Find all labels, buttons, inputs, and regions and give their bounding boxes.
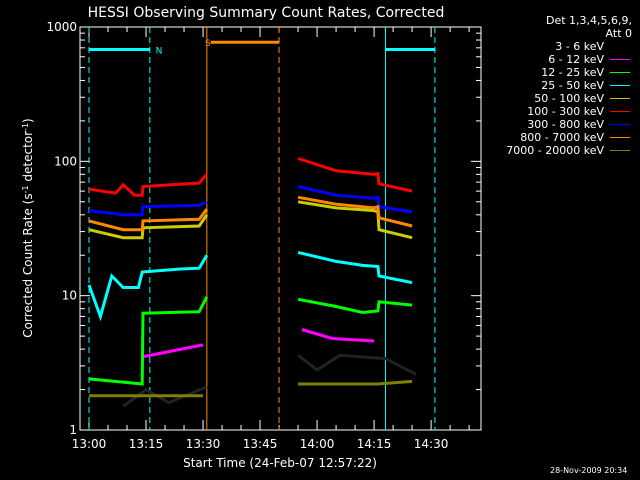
interval-label: S xyxy=(205,39,211,49)
series-line xyxy=(88,200,208,217)
y-axis-label: Corrected Count Rate (s-1 detector-1) xyxy=(21,118,36,337)
x-tick-label: 14:30 xyxy=(414,437,449,451)
legend-swatch xyxy=(610,59,630,60)
legend-label: 50 - 100 keV xyxy=(534,92,604,105)
series-line xyxy=(88,208,208,232)
legend-swatch xyxy=(610,111,630,112)
series-line xyxy=(141,343,204,359)
series-line xyxy=(88,213,209,240)
legend-swatch xyxy=(610,85,630,86)
legend-swatch xyxy=(610,137,630,138)
legend-label: 25 - 50 keV xyxy=(541,79,604,92)
legend-item: 7000 - 20000 keV xyxy=(486,144,632,157)
series-line xyxy=(297,353,417,376)
plot-frame xyxy=(79,26,482,431)
series-line xyxy=(87,254,209,322)
x-axis-label: Start Time (24-Feb-07 12:57:22) xyxy=(183,456,377,470)
x-tick-label: 13:45 xyxy=(243,437,278,451)
series-line xyxy=(297,157,413,193)
legend-item: 50 - 100 keV xyxy=(486,92,632,105)
legend-label: 7000 - 20000 keV xyxy=(506,144,604,157)
interval-label: N xyxy=(156,46,163,56)
x-tick-label: 13:30 xyxy=(186,437,221,451)
legend-label: 12 - 25 keV xyxy=(541,66,604,79)
legend-item: 100 - 300 keV xyxy=(486,105,632,118)
y-tick-label: 100 xyxy=(54,154,77,168)
legend-label: 300 - 800 keV xyxy=(527,118,604,131)
legend-header-line-2: Att 0 xyxy=(605,27,632,40)
legend-swatch xyxy=(610,98,630,99)
x-tick-label: 13:00 xyxy=(72,437,107,451)
legend-item: 800 - 7000 keV xyxy=(486,131,632,144)
series-line xyxy=(88,296,209,386)
legend-label: 3 - 6 keV xyxy=(555,40,604,53)
legend-swatch xyxy=(610,46,630,47)
series-line xyxy=(297,250,413,285)
legend-item: 25 - 50 keV xyxy=(486,79,632,92)
legend-swatch xyxy=(610,124,630,125)
series-line xyxy=(297,195,413,228)
series-line xyxy=(297,185,413,214)
legend-item: 12 - 25 keV xyxy=(486,66,632,79)
y-tick-label: 10 xyxy=(62,289,77,303)
generation-timestamp: 28-Nov-2009 20:34 xyxy=(550,466,628,475)
legend-label: 6 - 12 keV xyxy=(548,53,604,66)
series-line xyxy=(297,297,413,315)
x-tick-label: 14:00 xyxy=(300,437,335,451)
x-tick-label: 14:15 xyxy=(357,437,392,451)
legend-label: 800 - 7000 keV xyxy=(520,131,604,144)
series-line xyxy=(301,328,375,343)
legend-swatch xyxy=(610,150,630,151)
chart-title: HESSI Observing Summary Count Rates, Cor… xyxy=(88,5,445,21)
legend-label: 100 - 300 keV xyxy=(527,105,604,118)
series-line xyxy=(297,200,413,240)
legend-item: 6 - 12 keV xyxy=(486,53,632,66)
y-tick-label: 1 xyxy=(69,423,77,437)
x-tick-label: 13:15 xyxy=(129,437,164,451)
series-line xyxy=(298,379,413,386)
legend-item: 3 - 6 keV xyxy=(486,40,632,53)
y-tick-label: 1000 xyxy=(46,20,77,34)
legend-header-line-1: Det 1,3,4,5,6,9, xyxy=(545,14,632,27)
legend-swatch xyxy=(610,72,630,73)
series-line xyxy=(88,173,208,197)
legend: Det 1,3,4,5,6,9, Att 0 3 - 6 keV 6 - 12 k… xyxy=(486,14,632,157)
legend-item: 300 - 800 keV xyxy=(486,118,632,131)
